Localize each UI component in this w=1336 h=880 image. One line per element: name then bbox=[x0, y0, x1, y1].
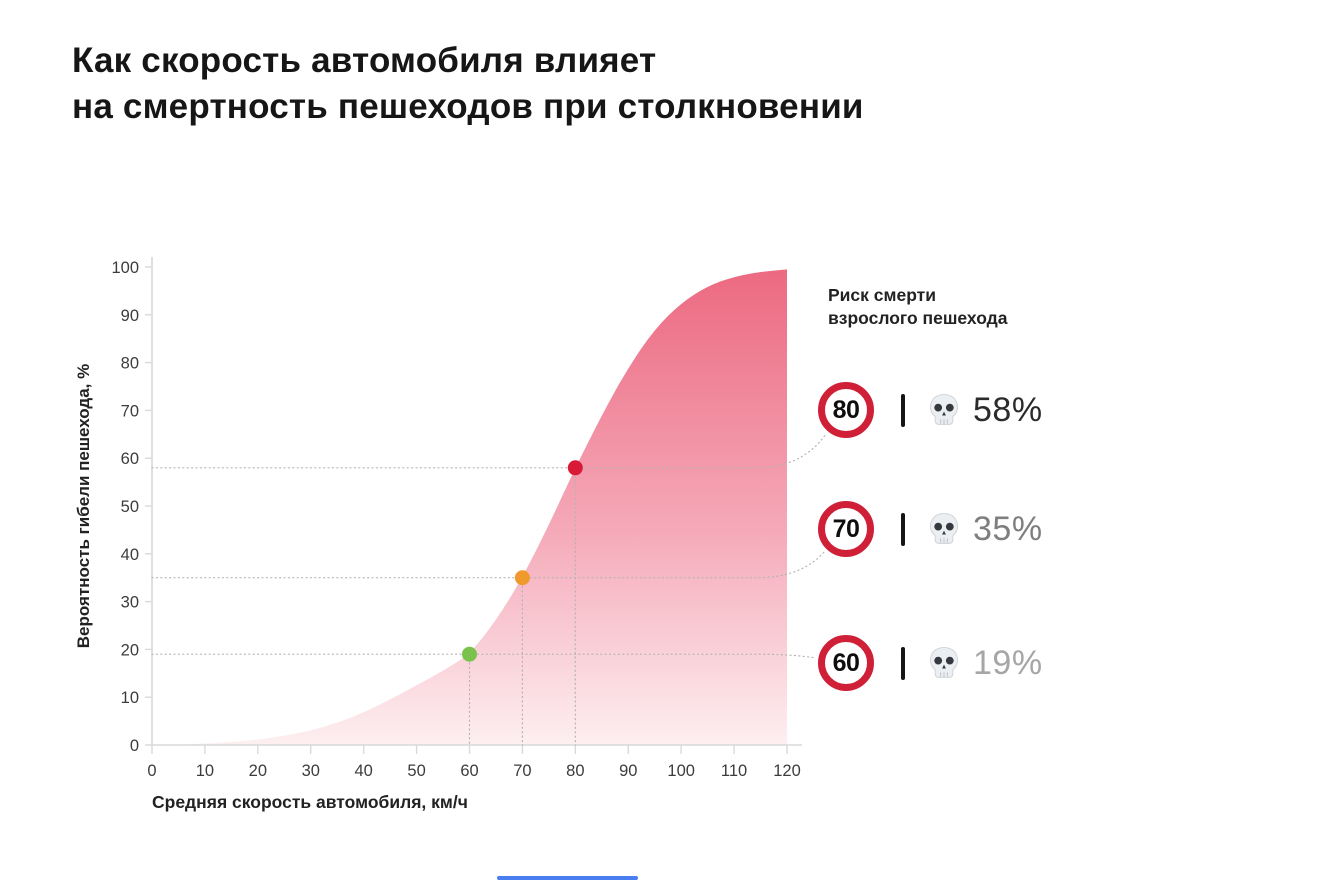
skull-icon bbox=[926, 511, 962, 547]
x-tick-label: 40 bbox=[354, 762, 372, 780]
x-tick-label: 20 bbox=[249, 762, 267, 780]
y-tick-label: 10 bbox=[121, 689, 139, 707]
y-tick-label: 20 bbox=[121, 641, 139, 659]
data-point-80kmh bbox=[567, 460, 583, 476]
speed-limit-sign-60: 60 bbox=[818, 635, 874, 691]
y-tick-label: 50 bbox=[121, 498, 139, 516]
legend-title-line1: Риск смерти bbox=[828, 285, 936, 305]
skull-icon bbox=[926, 392, 962, 428]
x-tick-label: 30 bbox=[302, 762, 320, 780]
x-tick-label: 120 bbox=[773, 762, 801, 780]
x-tick-label: 60 bbox=[460, 762, 478, 780]
speed-limit-sign-70: 70 bbox=[818, 501, 874, 557]
y-tick-label: 100 bbox=[111, 259, 139, 277]
separator-bar bbox=[901, 646, 905, 680]
page-title-line1: Как скорость автомобиля влияет bbox=[72, 41, 657, 80]
y-tick-label: 60 bbox=[121, 450, 139, 468]
x-tick-label: 80 bbox=[566, 762, 584, 780]
risk-percent-60: 19% bbox=[973, 643, 1043, 682]
legend-title-line2: взрослого пешехода bbox=[828, 307, 1008, 328]
x-tick-label: 0 bbox=[147, 762, 156, 780]
y-tick-label: 80 bbox=[121, 355, 139, 373]
y-tick-label: 70 bbox=[121, 402, 139, 420]
x-tick-label: 50 bbox=[407, 762, 425, 780]
x-tick-label: 70 bbox=[513, 762, 531, 780]
y-tick-label: 0 bbox=[130, 737, 139, 755]
speed-limit-sign-80: 80 bbox=[818, 382, 874, 438]
x-tick-label: 110 bbox=[721, 762, 747, 780]
legend-row-80kmh: 80 58% bbox=[818, 382, 1043, 438]
page-title-line2: на смертность пешеходов при столкновении bbox=[72, 87, 864, 127]
bottom-blue-strip bbox=[497, 876, 638, 880]
risk-percent-80: 58% bbox=[973, 390, 1043, 429]
y-tick-label: 30 bbox=[121, 594, 139, 612]
skull-icon bbox=[926, 645, 962, 681]
guide-horizontal-60 bbox=[151, 653, 817, 659]
guide-horizontal-80 bbox=[151, 433, 827, 469]
y-axis-label: Вероятность гибели пешехода, % bbox=[74, 363, 93, 649]
data-point-70kmh bbox=[514, 570, 530, 586]
separator-bar bbox=[901, 393, 905, 427]
x-tick-label: 10 bbox=[196, 762, 214, 780]
x-tick-label: 90 bbox=[619, 762, 637, 780]
y-tick-label: 90 bbox=[121, 307, 139, 325]
x-axis-label: Средняя скорость автомобиля, км/ч bbox=[152, 792, 468, 812]
data-point-60kmh bbox=[462, 646, 477, 662]
legend-title: Риск смерти взрослого пешехода bbox=[828, 284, 1008, 330]
page-title: Как скорость автомобиля влияет на смертн… bbox=[72, 38, 864, 130]
separator-bar bbox=[901, 512, 905, 546]
x-tick-label: 100 bbox=[667, 762, 695, 780]
guide-horizontal-70 bbox=[151, 550, 826, 579]
y-tick-label: 40 bbox=[121, 546, 139, 564]
legend-row-60kmh: 60 19% bbox=[818, 635, 1043, 691]
mortality-curve-area bbox=[152, 269, 787, 745]
risk-percent-70: 35% bbox=[973, 509, 1043, 548]
legend-row-70kmh: 70 35% bbox=[818, 501, 1043, 557]
